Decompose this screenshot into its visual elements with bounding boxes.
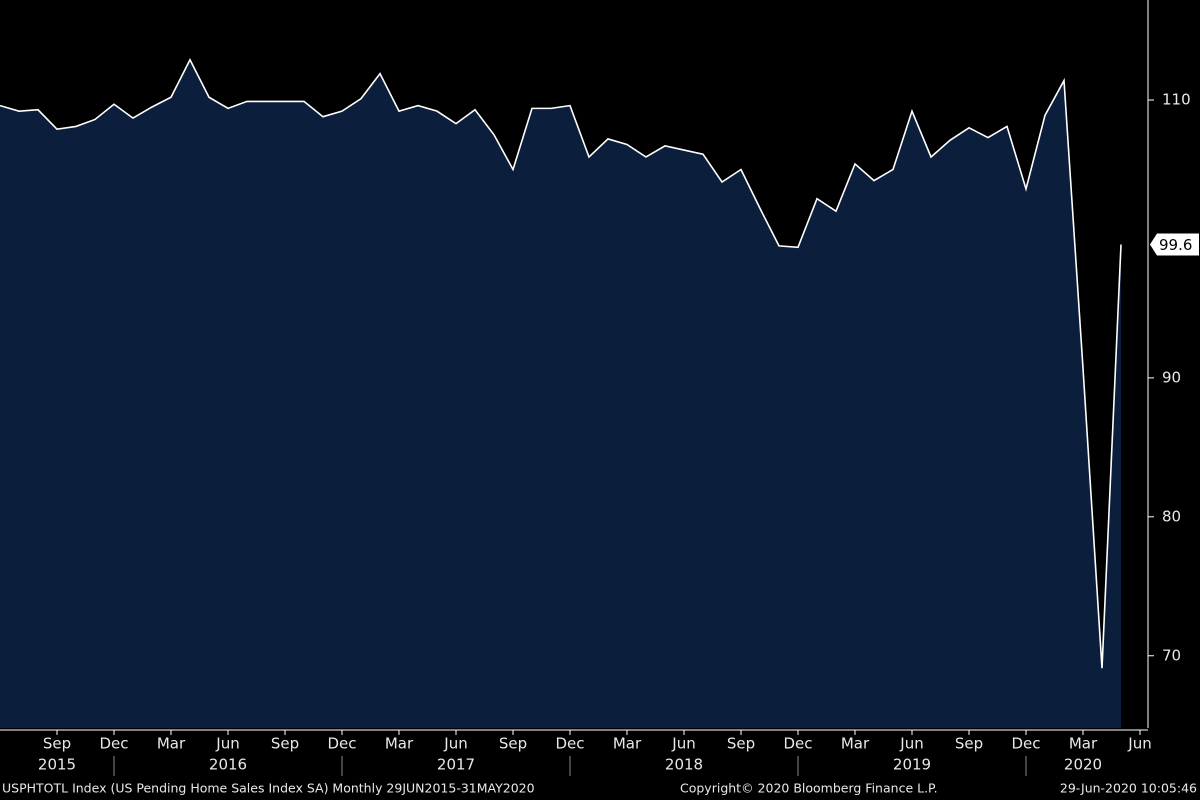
x-tick-label: Jun xyxy=(443,735,467,753)
year-label: 2020 xyxy=(1064,756,1102,774)
x-tick-label: Sep xyxy=(271,735,299,753)
x-tick-label: Jun xyxy=(215,735,239,753)
y-tick-label: 80 xyxy=(1162,507,1181,525)
year-label: 2019 xyxy=(893,756,931,774)
x-tick-label: Dec xyxy=(783,735,812,753)
x-tick-label: Dec xyxy=(555,735,584,753)
x-tick-label: Sep xyxy=(955,735,983,753)
x-tick-label: Mar xyxy=(1069,735,1098,753)
x-tick-label: Mar xyxy=(841,735,870,753)
x-tick-label: Mar xyxy=(613,735,642,753)
x-tick-label: Dec xyxy=(327,735,356,753)
last-value-label: 99.6 xyxy=(1159,236,1192,254)
x-tick-label: Mar xyxy=(385,735,414,753)
x-tick-label: Jun xyxy=(1127,735,1151,753)
area xyxy=(0,59,1121,728)
y-tick-label: 70 xyxy=(1162,646,1181,664)
y-tick-label: 90 xyxy=(1162,368,1181,386)
x-tick-label: Jun xyxy=(899,735,923,753)
y-tick-label: 110 xyxy=(1162,91,1191,109)
year-label: 2018 xyxy=(665,756,703,774)
x-tick-label: Sep xyxy=(727,735,755,753)
year-label: 2015 xyxy=(38,756,76,774)
timestamp: 29-Jun-2020 10:05:46 xyxy=(1060,781,1197,796)
year-label: 2016 xyxy=(209,756,247,774)
line xyxy=(0,57,1122,669)
x-tick-label: Dec xyxy=(99,735,128,753)
x-tick-label: Sep xyxy=(499,735,527,753)
x-tick-label: Jun xyxy=(671,735,695,753)
year-label: 2017 xyxy=(437,756,475,774)
source-note: USPHTOTL Index (US Pending Home Sales In… xyxy=(2,781,535,796)
last-value-box xyxy=(1150,233,1199,256)
copyright: Copyright© 2020 Bloomberg Finance L.P. xyxy=(680,781,938,796)
x-tick-label: Mar xyxy=(157,735,186,753)
x-tick-label: Sep xyxy=(43,735,71,753)
x-tick-label: Dec xyxy=(1011,735,1040,753)
